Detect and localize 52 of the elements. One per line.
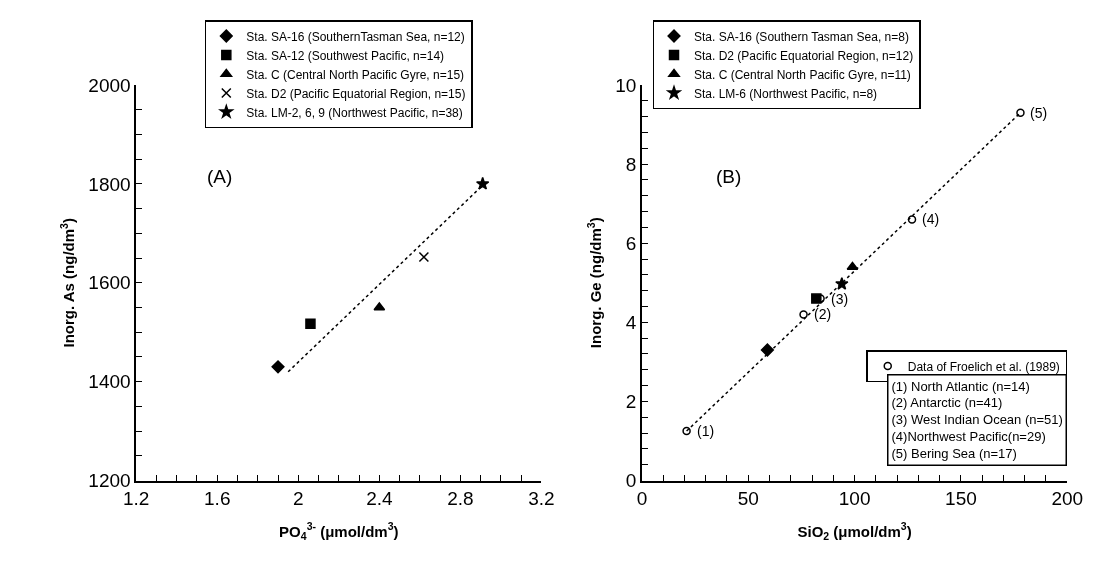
annotation: (5) Bering Sea (n=17) [891, 446, 1017, 462]
legend-label: Sta. LM-6 (Northwest Pacific, n=8) [694, 86, 878, 101]
y-tick-label: 4 [625, 311, 637, 333]
legend-label: Sta. C (Central North Pacific Gyre, n=11) [694, 67, 911, 82]
y-tick-label: 10 [615, 74, 637, 96]
annotation: (4) [922, 211, 940, 227]
x-tick-label: 3.2 [528, 488, 555, 510]
point [682, 426, 691, 436]
annotation: (1) North Atlantic (n=14) [891, 378, 1030, 394]
annotation: (3) West Indian Ocean (n=51) [891, 412, 1063, 428]
x-tick-label: 2 [293, 488, 304, 510]
y-tick-label: 8 [625, 153, 637, 175]
x-tick-label: 1.6 [204, 488, 231, 510]
point [305, 318, 316, 330]
annotation: (1) [697, 423, 715, 439]
legend-label: Sta. LM-2, 6, 9 (Northwest Pacific, n=38) [246, 105, 463, 120]
x-tick-label: 200 [1051, 488, 1084, 510]
annotation: (2) Antarctic (n=41) [891, 395, 1003, 411]
point [418, 251, 430, 263]
annotation: (5) [1030, 105, 1048, 121]
point [271, 360, 285, 374]
legend-label: Sta. SA-16 (SouthernTasman Sea, n=12) [246, 29, 465, 44]
legend-label: Data of Froelich et al. (1989) [907, 359, 1060, 374]
x-axis-title: PO$_{4}$$^{3-}$ (μmol/dm$^{3}$) [279, 520, 399, 542]
legend-label: Sta. C (Central North Pacific Gyre, n=15) [246, 67, 465, 82]
y-tick-label: 1800 [88, 173, 131, 195]
y-tick-label: 6 [625, 232, 637, 254]
legend-label: Sta. SA-12 (Southwest Pacific, n=14) [246, 48, 445, 63]
point [1016, 108, 1025, 117]
x-tick-label: 2.4 [366, 488, 393, 510]
point [760, 343, 774, 357]
annotation: (2) [814, 306, 832, 322]
point [799, 310, 808, 319]
legend-label: Sta. D2 (Pacific Equatorial Region, n=12) [694, 48, 914, 63]
annotation: (3) [831, 291, 849, 307]
y-tick-label: 2000 [88, 74, 131, 96]
annotation: (A) [207, 166, 233, 187]
point [835, 276, 849, 290]
x-tick-label: 50 [737, 488, 759, 510]
x-tick-label: 2.8 [447, 488, 474, 510]
annotation: (4)Northwest Pacific(n=29) [891, 429, 1046, 445]
y-tick-label: 0 [625, 470, 637, 492]
y-tick-label: 1400 [88, 371, 131, 393]
x-axis-title: SiO$_{2}$ (μmol/dm$^{3}$) [797, 520, 912, 542]
legend-label: Sta. D2 (Pacific Equatorial Region, n=15) [246, 86, 466, 101]
y-tick-label: 2 [625, 391, 637, 413]
legend-label: Sta. SA-16 (Southern Tasman Sea, n=8) [694, 29, 909, 44]
annotation: (B) [716, 166, 742, 187]
x-tick-label: 100 [838, 488, 871, 510]
x-tick-label: 150 [945, 488, 977, 510]
point [907, 215, 917, 224]
y-tick-label: 1600 [88, 272, 131, 294]
